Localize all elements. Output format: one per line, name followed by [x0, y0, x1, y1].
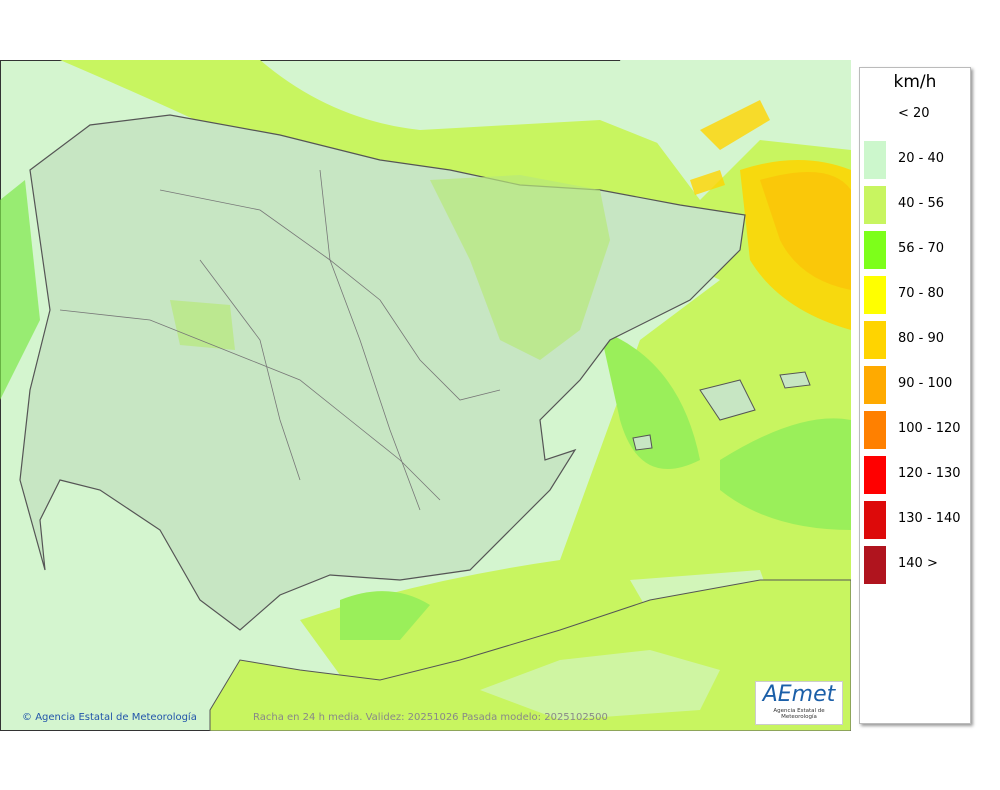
legend-label: 20 - 40: [898, 151, 945, 166]
legend-item: 130 - 140: [864, 501, 968, 539]
legend-label: 70 - 80: [898, 286, 945, 301]
legend-item: 140 >: [864, 546, 968, 584]
legend-item: 80 - 90: [864, 321, 968, 359]
credit: © Agencia Estatal de Meteorología: [22, 712, 197, 723]
logo-name: AEmet: [762, 682, 836, 707]
legend-swatch: [864, 456, 886, 494]
logo-subtitle: Agencia Estatal de Meteorología: [773, 708, 825, 720]
legend-label: 40 - 56: [898, 196, 945, 211]
legend-label: 100 - 120: [898, 421, 961, 436]
legend-item: 90 - 100: [864, 366, 968, 404]
legend-item: 20 - 40: [864, 141, 968, 179]
legend-swatch: [864, 321, 886, 359]
legend-title: km/h: [893, 72, 937, 92]
legend-swatch: [864, 366, 886, 404]
legend-swatch: [864, 231, 886, 269]
legend-label: 90 - 100: [898, 376, 953, 391]
legend-swatch: [864, 96, 886, 134]
legend-item: 56 - 70: [864, 231, 968, 269]
land: [19, 114, 851, 731]
legend-label: 56 - 70: [898, 241, 945, 256]
legend-item: 100 - 120: [864, 411, 968, 449]
logo: AEmet Agencia Estatal de Meteorología: [755, 681, 843, 725]
legend-label: 80 - 90: [898, 331, 945, 346]
legend-item: 70 - 80: [864, 276, 968, 314]
legend-item: 120 - 130: [864, 456, 968, 494]
legend-label: 120 - 130: [898, 466, 961, 481]
legend-item: 40 - 56: [864, 186, 968, 224]
legend-item: < 20: [864, 96, 968, 134]
map: [0, 60, 851, 731]
legend-swatch: [864, 141, 886, 179]
legend-swatch: [864, 276, 886, 314]
legend-swatch: [864, 411, 886, 449]
legend-label: < 20: [898, 106, 930, 121]
legend-swatch: [864, 186, 886, 224]
legend-swatch: [864, 501, 886, 539]
legend-label: 140 >: [898, 556, 938, 571]
caption: Racha en 24 h media. Validez: 20251026 P…: [253, 712, 608, 723]
credit-text: Agencia Estatal de Meteorología: [35, 712, 197, 723]
legend-swatch: [864, 546, 886, 584]
legend: km/h < 20 20 - 40 40 - 56 56 - 70 70 - 80 80 …: [859, 67, 971, 724]
legend-label: 130 - 140: [898, 511, 961, 526]
